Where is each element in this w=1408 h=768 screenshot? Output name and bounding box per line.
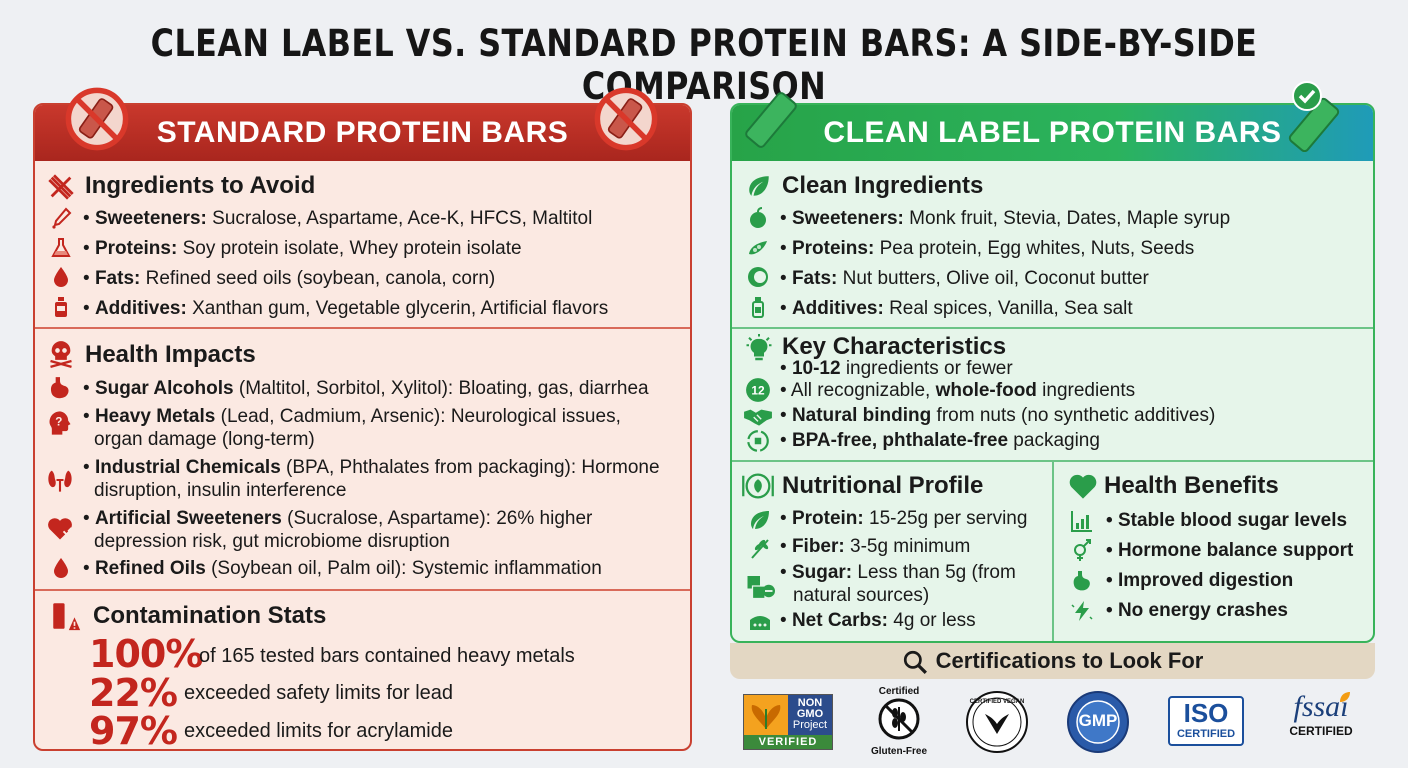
standard-panel: STANDARD PROTEIN BARS Ingredients to Avo… <box>33 103 692 751</box>
characteristics-title: Key Characteristics <box>782 333 1007 360</box>
char-item: • BPA-free, phthalate-free packaging <box>780 430 1100 451</box>
leaf-icon <box>749 176 769 196</box>
dropper-icon <box>52 207 72 229</box>
coconut-icon <box>748 267 768 287</box>
nutrition-item: • Protein: 15-25g per serving <box>780 508 1028 529</box>
benefit-item: • Improved digestion <box>1106 570 1294 591</box>
nutrition-item: • Fiber: 3-5g minimum <box>780 536 971 557</box>
contamination-title: Contamination Stats <box>93 602 327 629</box>
clean-panel: CLEAN LABEL PROTEIN BARS Clean Ingredien… <box>730 103 1375 643</box>
head-icon: ? <box>49 411 71 435</box>
bar-icon <box>745 92 797 148</box>
bulb-icon <box>746 334 772 361</box>
bottle-icon <box>55 297 67 317</box>
health-item-cont: disruption, insulin interference <box>94 480 347 501</box>
health-item: • Artificial Sweeteners (Sucralose, Aspa… <box>83 508 593 529</box>
fruit-icon <box>750 207 766 228</box>
avoid-item: • Additives: Xanthan gum, Vegetable glyc… <box>83 298 609 319</box>
non-gmo-logo: NON GMO Project VERIFIED <box>743 694 833 750</box>
warning-can-icon <box>53 603 81 631</box>
fssai-logo: fssai CERTIFIED <box>1289 690 1353 738</box>
char-item: • 10-12 ingredients or fewer <box>780 358 1013 379</box>
stat-text: of 165 tested bars contained heavy metal… <box>199 645 575 667</box>
avoid-item: • Sweeteners: Sucralose, Aspartame, Ace-… <box>83 208 593 229</box>
standard-header: STANDARD PROTEIN BARS <box>35 105 690 161</box>
twelve-icon: 12 <box>746 378 770 402</box>
clean-item: • Fats: Nut butters, Olive oil, Coconut … <box>780 268 1149 289</box>
skull-icon <box>50 341 72 368</box>
cross-icon <box>48 174 74 200</box>
health-item: • Industrial Chemicals (BPA, Phthalates … <box>83 457 660 478</box>
no-bar-icon <box>65 87 129 151</box>
health-title: Health Impacts <box>85 341 256 368</box>
plate-icon <box>742 473 774 499</box>
gluten-free-logo: Certified Gluten-Free <box>870 686 928 757</box>
clean-item: • Additives: Real spices, Vanilla, Sea s… <box>780 298 1133 319</box>
health-item-cont: organ damage (long-term) <box>94 429 315 450</box>
stomach-icon <box>1073 571 1090 591</box>
leaf-icon <box>1340 692 1350 702</box>
char-item: • All recognizable, whole-food ingredien… <box>780 380 1136 401</box>
page-title: CLEAN LABEL VS. STANDARD PROTEIN BARS: A… <box>150 22 1258 108</box>
clean-header: CLEAN LABEL PROTEIN BARS <box>732 105 1373 161</box>
nutrition-item: • Sugar: Less than 5g (from <box>780 562 1016 583</box>
stat-text: exceeded safety limits for lead <box>184 682 454 704</box>
sugar-cube-icon <box>747 576 775 600</box>
benefit-item: • Hormone balance support <box>1106 540 1354 561</box>
leaf-icon <box>751 511 769 529</box>
benefit-item: • Stable blood sugar levels <box>1106 510 1348 531</box>
check-bar-icon <box>1288 81 1340 152</box>
avoid-item: • Fats: Refined seed oils (soybean, cano… <box>83 268 496 289</box>
bolt-icon <box>1071 601 1093 621</box>
oil-drop-icon <box>54 267 68 287</box>
vegan-logo: CERTIFIED VEGAN <box>965 690 1029 754</box>
health-item: • Sugar Alcohols (Maltitol, Sorbitol, Xy… <box>83 378 649 399</box>
stomach-icon <box>50 377 69 399</box>
svg-text:12: 12 <box>751 383 765 397</box>
oil-drop-icon <box>54 558 68 578</box>
wheat-icon <box>751 539 769 559</box>
chart-icon <box>1071 511 1092 532</box>
certifications-bar: Certifications to Look For <box>730 643 1375 679</box>
avoid-item: • Proteins: Soy protein isolate, Whey pr… <box>83 238 522 259</box>
clean-item: • Proteins: Pea protein, Egg whites, Nut… <box>780 238 1195 259</box>
stat-text: exceeded limits for acrylamide <box>184 720 453 742</box>
iso-logo: ISO CERTIFIED <box>1168 696 1244 746</box>
clean-ingredients-title: Clean Ingredients <box>782 172 984 199</box>
health-item-cont: depression risk, gut microbiome disrupti… <box>94 531 450 552</box>
nutrition-title: Nutritional Profile <box>782 472 984 499</box>
avoid-title: Ingredients to Avoid <box>85 172 316 199</box>
scale-icon <box>750 616 770 630</box>
jar-icon <box>752 297 764 318</box>
no-wheat-icon <box>878 698 920 740</box>
handshake-icon <box>744 409 772 426</box>
stat-value: 22% <box>89 671 178 715</box>
gmp-logo: GMP <box>1066 690 1130 754</box>
clean-item: • Sweeteners: Monk fruit, Stevia, Dates,… <box>780 208 1231 229</box>
certifications-title: Certifications to Look For <box>935 648 1204 673</box>
no-bar-icon <box>594 87 658 151</box>
heart-icon <box>48 518 73 540</box>
benefits-title: Health Benefits <box>1104 472 1279 499</box>
search-icon <box>903 651 927 675</box>
recycle-icon <box>747 430 769 452</box>
stat-value: 100% <box>89 632 203 676</box>
heart-icon <box>1069 474 1097 499</box>
nutrition-item: • Net Carbs: 4g or less <box>780 610 976 631</box>
nutrition-item-cont: natural sources) <box>793 585 930 606</box>
flask-icon <box>51 238 71 257</box>
kidney-icon <box>48 470 72 492</box>
stat-value: 97% <box>89 709 178 751</box>
gender-icon <box>1074 539 1091 561</box>
benefit-item: • No energy crashes <box>1106 600 1288 621</box>
butterfly-icon <box>751 705 781 729</box>
svg-text:?: ? <box>55 415 62 428</box>
char-item: • Natural binding from nuts (no syntheti… <box>780 405 1216 426</box>
health-item: • Heavy Metals (Lead, Cadmium, Arsenic):… <box>83 406 621 427</box>
health-item: • Refined Oils (Soybean oil, Palm oil): … <box>83 558 602 579</box>
pea-icon <box>749 241 767 255</box>
